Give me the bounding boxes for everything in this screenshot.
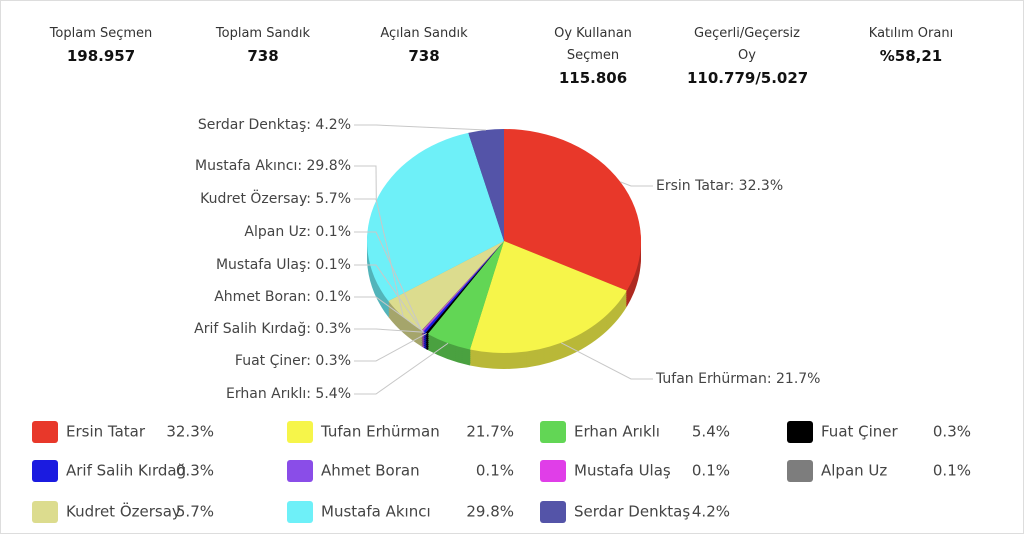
legend-swatch [540,460,566,482]
legend-label: Kudret Özersay [66,502,181,521]
slice-label: Arif Salih Kırdağ: 0.3% [194,321,351,337]
slice-label: Kudret Özersay: 5.7% [200,189,351,207]
stat-label: Açılan Sandık [380,26,468,41]
slice-label: Ahmet Boran: 0.1% [214,289,351,305]
leader-line [620,181,653,187]
legend-swatch [540,421,566,443]
legend-value: 32.3% [166,423,214,441]
stat-label: Oy Kullanan Seçmen [554,26,632,63]
legend-swatch [787,421,813,443]
slice-label: Mustafa Ulaş: 0.1% [216,257,351,273]
leader-line [354,296,424,332]
legend-value: 4.2% [692,503,730,521]
legend-value: 5.4% [692,423,730,441]
leader-line [354,124,486,131]
stat: Oy Kullanan Seçmen 115.806 [543,23,643,89]
stat-value: 738 [408,47,440,65]
legend-swatch [32,501,58,523]
slice-label: Mustafa Akıncı: 29.8% [195,158,351,174]
stat-value: 110.779/5.027 [687,69,809,87]
legend-label: Fuat Çiner [821,423,899,441]
slice [422,241,504,332]
stat-value: 115.806 [558,69,628,87]
legend-swatch [287,501,313,523]
stat-label: Geçerli/Geçersiz Oy [694,26,800,63]
stat-label: Toplam Sandık [215,26,311,41]
legend-label: Ersin Tatar [66,423,146,441]
leader-line [354,332,427,362]
slice [469,241,627,354]
slice-label: Ersin Tatar: 32.3% [656,178,783,194]
stat-label: Katılım Oranı [868,26,954,41]
legend-value: 21.7% [466,423,514,441]
slice [504,129,642,291]
legend-label: Alpan Uz [821,462,887,480]
leader-line [560,342,653,380]
leader-line [354,231,423,331]
stat: Geçerli/Geçersiz Oy 110.779/5.027 [687,23,809,89]
legend-swatch [32,421,58,443]
legend-label: Mustafa Ulaş [574,462,671,480]
stat: Katılım Oranı %58,21 [846,23,976,67]
legend-value: 0.3% [176,462,214,480]
legend-value: 0.1% [692,462,730,480]
legend-label: Arif Salih Kırdağ [66,462,186,480]
legend-value: 5.7% [176,503,214,521]
slice-label: Erhan Arıklı: 5.4% [226,386,351,402]
legend-swatch [32,460,58,482]
legend-label: Serdar Denktaş [574,503,690,521]
legend-label: Mustafa Akıncı [321,503,431,521]
legend-swatch [287,421,313,443]
slice [421,241,504,331]
stat: Toplam Seçmen 198.957 [36,23,166,67]
legend-value: 0.3% [933,423,971,441]
legend-value: 29.8% [466,503,514,521]
stat-value: 738 [247,47,279,65]
leader-line [354,328,425,333]
slice [425,241,504,335]
slice [468,129,504,241]
slice-label: Tufan Erhürman: 21.7% [655,371,820,387]
legend-swatch [540,501,566,523]
leader-line [354,165,377,201]
leader-line [354,342,449,395]
slice [427,241,504,350]
legend-label: Ahmet Boran [321,462,420,480]
slice [388,241,504,331]
legend-label: Erhan Arıklı [574,423,660,441]
slice-label: Serdar Denktaş: 4.2% [198,117,351,133]
stat: Açılan Sandık 738 [359,23,489,67]
slice [422,241,504,332]
leader-line [354,264,423,332]
stat-value: 198.957 [66,47,136,65]
legend-swatch [787,460,813,482]
stat-label: Toplam Seçmen [49,26,153,41]
legend-label: Tufan Erhürman [320,423,440,441]
slice-label: Alpan Uz: 0.1% [244,224,351,240]
legend-value: 0.1% [476,462,514,480]
slice-label: Fuat Çiner: 0.3% [235,353,351,369]
slice [367,132,504,302]
legend-value: 0.1% [933,462,971,480]
stat: Toplam Sandık 738 [198,23,328,67]
slice [423,241,504,333]
legend-swatch [287,460,313,482]
stat-value: %58,21 [879,47,943,65]
